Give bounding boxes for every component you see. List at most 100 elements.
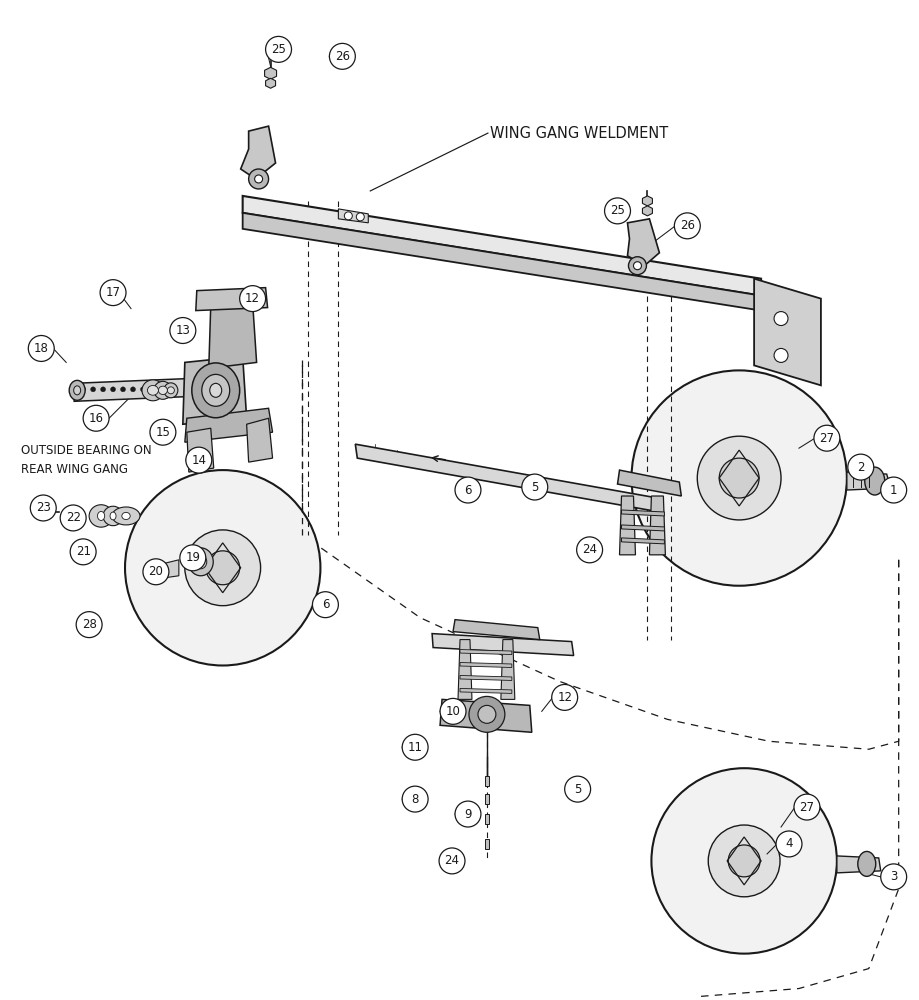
Circle shape bbox=[469, 696, 505, 732]
Circle shape bbox=[879, 864, 905, 890]
Text: 21: 21 bbox=[75, 545, 91, 558]
Circle shape bbox=[708, 825, 779, 897]
Circle shape bbox=[100, 387, 106, 392]
Circle shape bbox=[150, 419, 176, 445]
Circle shape bbox=[455, 801, 481, 827]
Circle shape bbox=[438, 848, 464, 874]
Circle shape bbox=[76, 612, 102, 638]
Polygon shape bbox=[621, 525, 664, 531]
Circle shape bbox=[60, 505, 86, 531]
Text: 20: 20 bbox=[148, 565, 164, 578]
Circle shape bbox=[312, 592, 338, 618]
Ellipse shape bbox=[195, 555, 207, 569]
Polygon shape bbox=[500, 640, 515, 699]
Ellipse shape bbox=[153, 381, 172, 399]
Circle shape bbox=[564, 776, 590, 802]
Bar bbox=[484, 776, 488, 786]
Ellipse shape bbox=[167, 387, 175, 394]
Text: 24: 24 bbox=[444, 854, 459, 867]
Text: 25: 25 bbox=[609, 204, 624, 217]
Circle shape bbox=[142, 559, 169, 585]
Text: 14: 14 bbox=[191, 454, 206, 467]
Text: 4: 4 bbox=[785, 837, 792, 850]
Polygon shape bbox=[74, 376, 243, 401]
Ellipse shape bbox=[158, 386, 167, 395]
Circle shape bbox=[478, 705, 495, 723]
Polygon shape bbox=[338, 209, 368, 223]
Polygon shape bbox=[460, 675, 511, 680]
Circle shape bbox=[402, 734, 427, 760]
Text: 27: 27 bbox=[819, 432, 834, 445]
Polygon shape bbox=[460, 650, 511, 655]
Polygon shape bbox=[185, 408, 272, 442]
Polygon shape bbox=[355, 444, 659, 512]
Circle shape bbox=[83, 405, 109, 431]
Circle shape bbox=[185, 530, 260, 606]
Text: 12: 12 bbox=[557, 691, 572, 704]
Ellipse shape bbox=[142, 380, 164, 401]
Ellipse shape bbox=[112, 507, 140, 525]
Circle shape bbox=[551, 684, 577, 710]
Circle shape bbox=[179, 545, 206, 571]
Ellipse shape bbox=[74, 386, 81, 395]
Circle shape bbox=[773, 348, 788, 362]
Text: WING GANG WELDMENT: WING GANG WELDMENT bbox=[490, 126, 667, 141]
Circle shape bbox=[604, 198, 630, 224]
Ellipse shape bbox=[74, 541, 92, 555]
Polygon shape bbox=[754, 279, 820, 385]
Circle shape bbox=[248, 169, 268, 189]
Text: OUTSIDE BEARING ON
REAR WING GANG: OUTSIDE BEARING ON REAR WING GANG bbox=[21, 444, 152, 476]
Circle shape bbox=[170, 318, 196, 343]
Text: 19: 19 bbox=[185, 551, 200, 564]
Ellipse shape bbox=[864, 467, 884, 495]
Polygon shape bbox=[246, 418, 272, 462]
Polygon shape bbox=[243, 213, 760, 311]
Polygon shape bbox=[618, 496, 635, 555]
Polygon shape bbox=[836, 856, 879, 873]
Polygon shape bbox=[432, 634, 573, 656]
Text: 25: 25 bbox=[271, 43, 286, 56]
Text: 8: 8 bbox=[411, 793, 418, 806]
Text: 24: 24 bbox=[582, 543, 596, 556]
Polygon shape bbox=[641, 196, 652, 206]
Ellipse shape bbox=[97, 511, 105, 520]
Circle shape bbox=[813, 425, 839, 451]
Polygon shape bbox=[617, 470, 681, 496]
Ellipse shape bbox=[201, 374, 230, 406]
Circle shape bbox=[719, 458, 758, 498]
Circle shape bbox=[674, 213, 699, 239]
Text: 28: 28 bbox=[82, 618, 96, 631]
Ellipse shape bbox=[191, 363, 240, 418]
Text: 17: 17 bbox=[106, 286, 120, 299]
Circle shape bbox=[186, 447, 211, 473]
Bar bbox=[484, 839, 488, 849]
Circle shape bbox=[125, 470, 320, 665]
Circle shape bbox=[130, 387, 135, 392]
Polygon shape bbox=[460, 663, 511, 667]
Polygon shape bbox=[627, 219, 659, 266]
Polygon shape bbox=[183, 356, 246, 424]
Circle shape bbox=[255, 175, 262, 183]
Circle shape bbox=[455, 477, 481, 503]
Text: 18: 18 bbox=[34, 342, 49, 355]
Text: 23: 23 bbox=[36, 501, 51, 514]
Text: 5: 5 bbox=[573, 783, 581, 796]
Circle shape bbox=[266, 36, 291, 62]
Circle shape bbox=[90, 387, 96, 392]
Circle shape bbox=[141, 387, 145, 392]
Polygon shape bbox=[439, 699, 531, 732]
Circle shape bbox=[30, 495, 56, 521]
Text: 26: 26 bbox=[679, 219, 694, 232]
Circle shape bbox=[521, 474, 547, 500]
Circle shape bbox=[329, 43, 355, 69]
Ellipse shape bbox=[89, 505, 113, 527]
Text: 9: 9 bbox=[464, 808, 471, 821]
Circle shape bbox=[793, 794, 819, 820]
Polygon shape bbox=[621, 538, 664, 544]
Polygon shape bbox=[460, 688, 511, 693]
Text: 11: 11 bbox=[407, 741, 422, 754]
Circle shape bbox=[633, 262, 641, 270]
Bar bbox=[39, 508, 45, 516]
Ellipse shape bbox=[210, 383, 221, 397]
Circle shape bbox=[628, 257, 646, 275]
